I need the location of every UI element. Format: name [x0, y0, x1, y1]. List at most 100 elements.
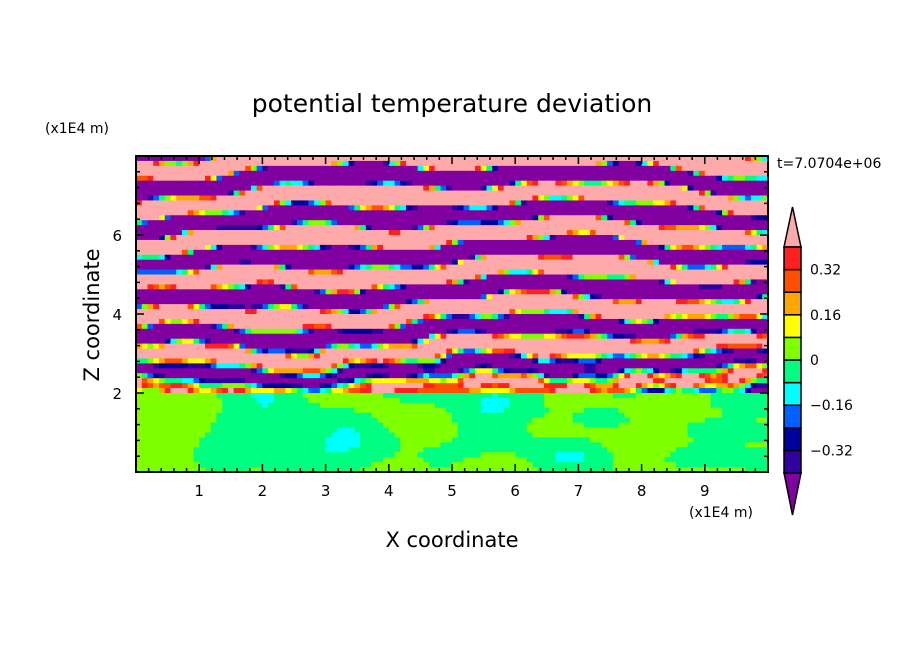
contour-cell: [676, 368, 683, 374]
contour-cell: [572, 299, 579, 305]
contour-cell: [630, 210, 637, 216]
contour-cell: [607, 269, 614, 276]
contour-cell: [745, 299, 752, 305]
contour-cell: [337, 160, 344, 167]
contour-cell: [722, 165, 729, 172]
contour-cell: [199, 358, 206, 364]
contour-cell: [543, 348, 551, 355]
contour-cell: [578, 323, 585, 330]
contour-cell: [549, 165, 557, 172]
contour-cell: [446, 333, 453, 340]
contour-cell: [630, 373, 637, 379]
contour-cell: [457, 259, 465, 266]
contour-cell: [256, 269, 263, 276]
contour-cell: [647, 269, 654, 276]
contour-cell: [474, 284, 482, 290]
contour-cell: [164, 338, 172, 345]
contour-cell: [377, 304, 384, 310]
contour-cell: [181, 368, 189, 374]
contour-cell: [584, 304, 591, 310]
contour-cell: [653, 294, 660, 300]
contour-cell: [365, 175, 373, 182]
contour-cell: [750, 200, 758, 206]
contour-cell: [733, 358, 740, 364]
contour-cell: [595, 343, 602, 350]
contour-cell: [647, 160, 654, 167]
contour-cell: [233, 333, 241, 340]
contour-cell: [722, 170, 729, 177]
contour-cell: [727, 368, 735, 374]
contour-cell: [572, 274, 579, 281]
contour-cell: [710, 239, 717, 246]
contour-cell: [584, 230, 591, 236]
contour-cell: [601, 304, 608, 310]
contour-cell: [291, 279, 298, 285]
contour-cell: [164, 368, 172, 374]
contour-cell: [515, 333, 522, 340]
contour-cell: [756, 343, 763, 350]
contour-cell: [693, 215, 700, 221]
contour-cell: [388, 249, 396, 256]
contour-cell: [199, 304, 206, 310]
contour-cell: [463, 348, 470, 355]
contour-cell: [383, 353, 390, 360]
contour-cell: [457, 254, 465, 261]
contour-cell: [624, 180, 631, 187]
contour-cell: [210, 373, 218, 379]
contour-cell: [727, 338, 735, 345]
contour-cell: [693, 269, 700, 276]
contour-cell: [699, 225, 706, 231]
contour-cell: [595, 205, 602, 211]
contour-cell: [693, 170, 700, 177]
contour-cell: [532, 289, 539, 295]
contour-cell: [193, 239, 200, 246]
contour-cell: [204, 249, 212, 256]
contour-cell: [383, 274, 390, 281]
contour-cell: [210, 225, 218, 231]
contour-cell: [745, 368, 752, 374]
contour-cell: [543, 323, 551, 330]
contour-cell: [153, 165, 160, 172]
contour-cell: [676, 180, 683, 187]
contour-cell: [325, 353, 332, 360]
contour-cell: [158, 378, 166, 384]
contour-cell: [716, 235, 723, 241]
contour-cell: [595, 239, 602, 246]
contour-cell: [699, 368, 706, 374]
contour-cell: [584, 363, 591, 369]
contour-cell: [256, 185, 263, 192]
contour-cell: [233, 304, 241, 310]
contour-cell: [566, 254, 574, 261]
contour-cell: [658, 289, 666, 295]
contour-cell: [216, 239, 223, 246]
contour-cell: [147, 294, 154, 300]
contour-cell: [176, 180, 183, 187]
contour-cell: [216, 373, 223, 379]
contour-cell: [285, 358, 292, 364]
contour-cell: [681, 190, 689, 197]
contour-cell: [153, 373, 160, 379]
contour-cell: [693, 348, 700, 355]
contour-cell: [296, 235, 304, 241]
contour-cell: [354, 160, 361, 167]
contour-cell: [532, 175, 539, 182]
contour-cell: [342, 205, 350, 211]
contour-cell: [377, 254, 384, 261]
contour-cell: [285, 264, 292, 271]
contour-cell: [262, 284, 269, 290]
contour-cell: [727, 225, 735, 231]
contour-cell: [509, 190, 516, 197]
contour-cell: [227, 165, 235, 172]
contour-cell: [268, 195, 275, 202]
contour-cell: [400, 244, 407, 251]
contour-cell: [630, 165, 637, 172]
contour-cell: [526, 210, 534, 216]
contour-cell: [469, 363, 476, 369]
contour-cell: [532, 284, 539, 290]
contour-cell: [756, 353, 763, 360]
contour-cell: [503, 353, 511, 360]
contour-cell: [371, 244, 378, 251]
contour-cell: [256, 378, 263, 384]
contour-cell: [204, 368, 212, 374]
contour-cell: [285, 338, 292, 345]
